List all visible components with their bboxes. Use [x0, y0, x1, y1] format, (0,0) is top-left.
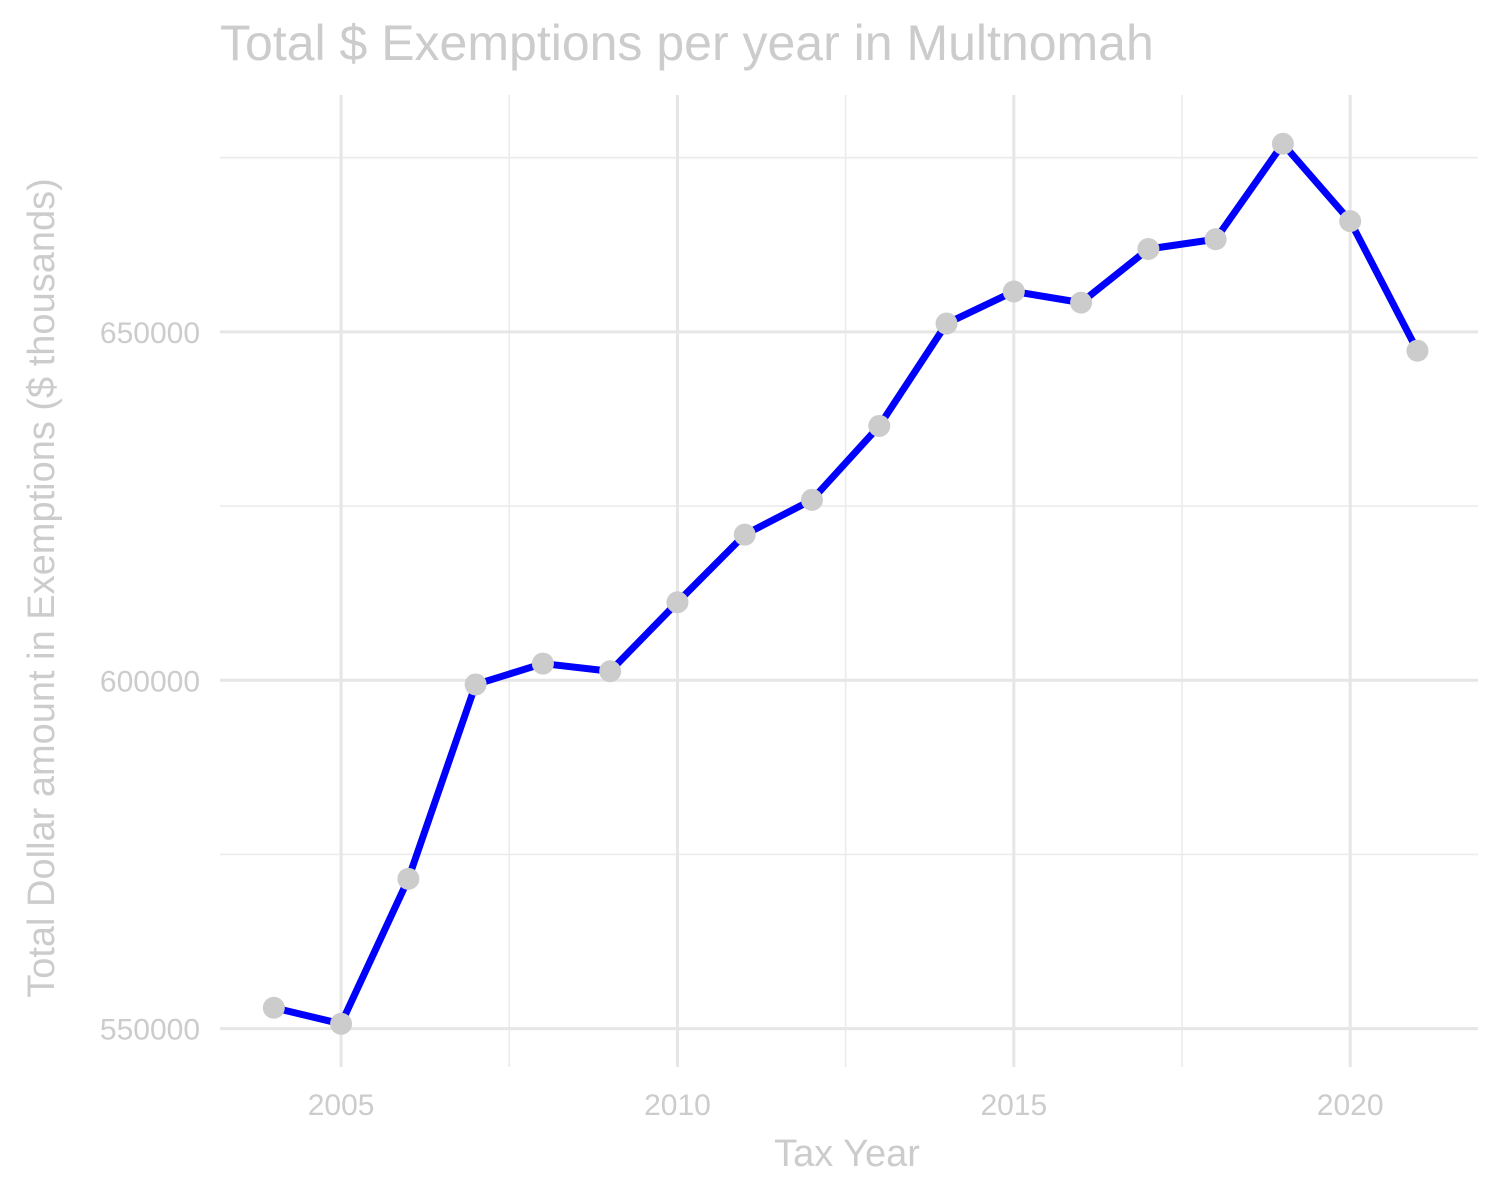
series-points — [262, 132, 1429, 1035]
y-tick-label: 650000 — [100, 317, 200, 350]
chart-title: Total $ Exemptions per year in Multnomah — [220, 15, 1154, 71]
data-point — [868, 414, 891, 437]
x-tick-label: 2020 — [1317, 1089, 1384, 1122]
data-point — [801, 488, 823, 511]
y-tick-label: 550000 — [100, 1014, 200, 1047]
x-axis-title: Tax Year — [774, 1133, 920, 1175]
data-point — [330, 1012, 353, 1035]
data-point — [666, 591, 689, 614]
data-point — [599, 660, 622, 683]
series-line — [270, 140, 1421, 1028]
data-point — [1271, 132, 1294, 155]
x-tick-label: 2005 — [308, 1089, 375, 1122]
x-axis-tick-labels: 2005 2010 2015 2020 — [308, 1089, 1384, 1122]
data-point — [935, 312, 958, 335]
y-tick-label: 600000 — [100, 665, 200, 698]
data-point — [1070, 291, 1093, 314]
data-point — [531, 652, 554, 675]
major-gridlines — [220, 95, 1478, 1067]
data-point — [464, 673, 487, 696]
y-axis-title: Total Dollar amount in Exemptions ($ tho… — [21, 178, 63, 998]
minor-gridlines — [220, 95, 1478, 1067]
x-tick-label: 2010 — [644, 1089, 711, 1122]
data-point — [1204, 228, 1227, 251]
data-point — [262, 996, 285, 1019]
data-point — [1137, 237, 1160, 260]
y-axis-tick-labels: 550000 600000 650000 — [100, 317, 200, 1047]
x-tick-label: 2015 — [980, 1089, 1047, 1122]
data-point — [1339, 210, 1362, 233]
data-point — [1406, 339, 1429, 362]
series-lines — [270, 140, 1421, 1028]
data-point — [1002, 280, 1025, 303]
data-point — [733, 523, 756, 546]
data-point — [397, 867, 420, 890]
